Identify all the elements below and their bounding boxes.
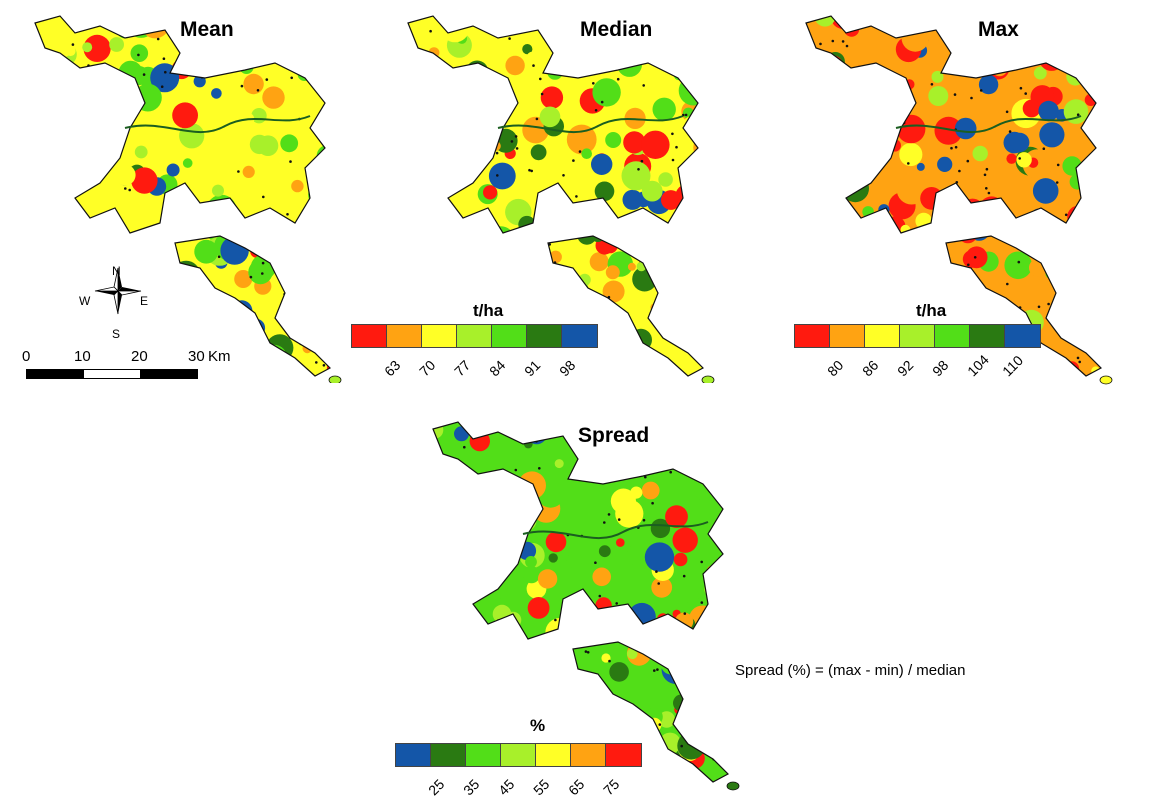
map-mean bbox=[34, 15, 342, 383]
legend-spread bbox=[395, 743, 642, 767]
legend-swatch bbox=[571, 744, 606, 766]
map-median bbox=[407, 15, 715, 383]
legend-unit-median: t/ha bbox=[473, 301, 504, 320]
scale-label-10: 10 bbox=[74, 348, 91, 365]
legend-swatch bbox=[457, 325, 492, 347]
legend-swatch bbox=[606, 744, 641, 766]
legend-swatch bbox=[431, 744, 466, 766]
legend-swatch bbox=[396, 744, 431, 766]
compass-w: W bbox=[79, 294, 91, 308]
legend-max bbox=[794, 324, 1041, 348]
scale-segment-3 bbox=[140, 370, 198, 378]
map-spread bbox=[432, 421, 740, 791]
legend-median bbox=[351, 324, 598, 348]
compass-s: S bbox=[112, 327, 121, 341]
legend-swatch bbox=[501, 744, 536, 766]
scale-unit: Km bbox=[208, 348, 231, 365]
spread-formula-note: Spread (%) = (max - min) / median bbox=[735, 662, 966, 679]
scale-label-20: 20 bbox=[131, 348, 148, 365]
legend-swatch bbox=[492, 325, 527, 347]
legend-swatch bbox=[900, 325, 935, 347]
legend-unit-spread: % bbox=[530, 716, 546, 735]
map-max bbox=[805, 15, 1113, 385]
legend-swatch bbox=[466, 744, 501, 766]
legend-swatch bbox=[935, 325, 970, 347]
compass-star-icon bbox=[94, 267, 142, 315]
scale-segment-1 bbox=[27, 370, 84, 378]
panel-title-median: Median bbox=[580, 18, 653, 41]
legend-swatch bbox=[830, 325, 865, 347]
compass-n: N bbox=[112, 264, 121, 278]
legend-swatch bbox=[795, 325, 830, 347]
legend-swatch bbox=[422, 325, 457, 347]
compass-rose bbox=[93, 266, 143, 316]
legend-swatch bbox=[352, 325, 387, 347]
legend-swatch bbox=[527, 325, 562, 347]
legend-swatch bbox=[970, 325, 1005, 347]
legend-swatch bbox=[387, 325, 422, 347]
legend-swatch bbox=[865, 325, 900, 347]
legend-unit-max: t/ha bbox=[916, 301, 947, 320]
legend-swatch bbox=[562, 325, 597, 347]
scale-segment-2 bbox=[83, 370, 141, 378]
legend-swatch bbox=[1005, 325, 1040, 347]
panel-title-spread: Spread bbox=[578, 424, 650, 447]
panel-title-max: Max bbox=[978, 18, 1019, 41]
legend-swatch bbox=[536, 744, 571, 766]
panel-title-mean: Mean bbox=[180, 18, 234, 41]
compass-e: E bbox=[140, 294, 149, 308]
scale-label-0: 0 bbox=[22, 348, 31, 365]
scale-bar bbox=[26, 369, 198, 379]
scale-label-30: 30 bbox=[188, 348, 205, 365]
